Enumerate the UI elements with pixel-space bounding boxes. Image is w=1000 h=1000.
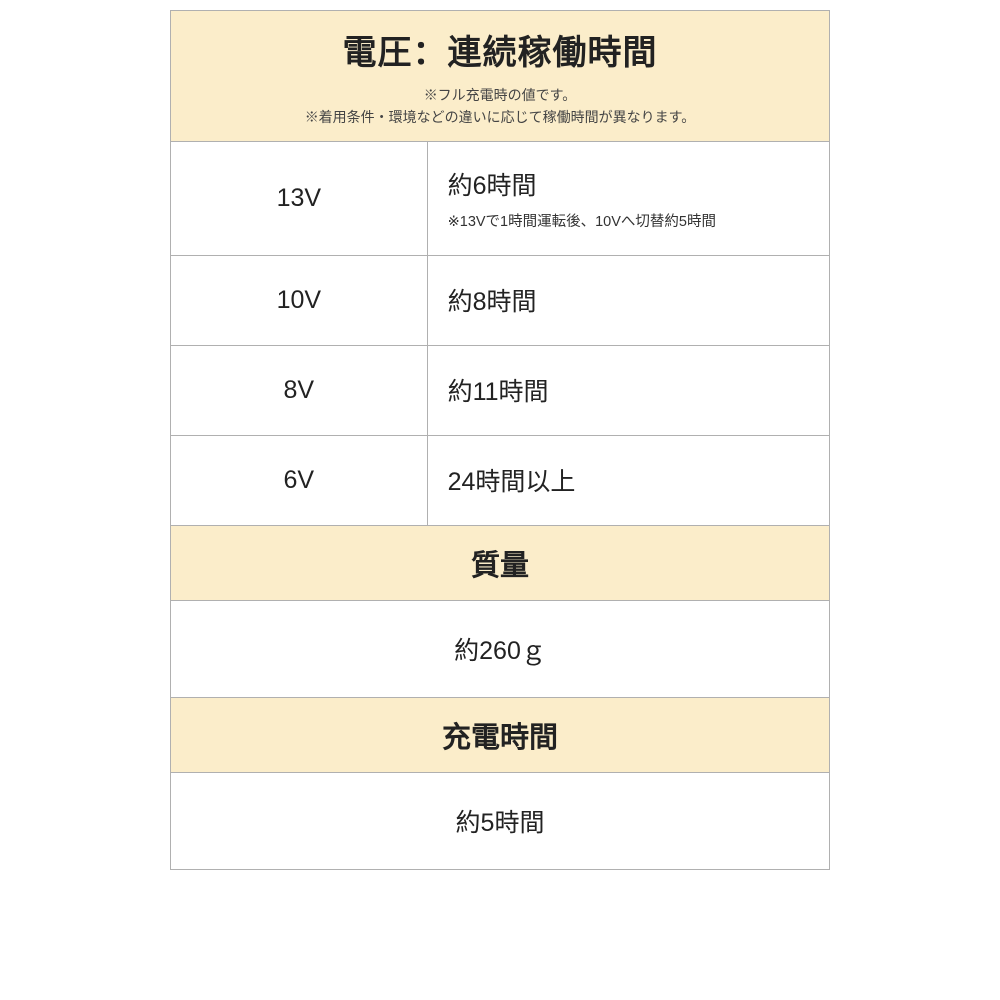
runtime-value: 約8時間 [448,282,809,318]
table-row: 13V 約6時間 ※13Vで1時間運転後、10Vへ切替約5時間 [171,141,829,255]
voltage-title: 電圧：連続稼働時間 [181,25,819,74]
runtime-value: 約6時間 [448,166,809,202]
runtime-cell: 24時間以上 [428,436,829,525]
voltage-note-1: ※フル充電時の値です。 [181,84,819,106]
table-row: 10V 約8時間 [171,255,829,345]
voltage-cell: 10V [171,256,428,345]
runtime-value: 24時間以上 [448,462,809,498]
runtime-cell: 約8時間 [428,256,829,345]
runtime-subnote: ※13Vで1時間運転後、10Vへ切替約5時間 [448,210,809,231]
runtime-value: 約11時間 [448,372,809,408]
runtime-cell: 約11時間 [428,346,829,435]
voltage-cell: 6V [171,436,428,525]
voltage-note-2: ※着用条件・環境などの違いに応じて稼働時間が異なります。 [181,106,819,128]
voltage-cell: 8V [171,346,428,435]
voltage-cell: 13V [171,142,428,255]
charge-value: 約5時間 [171,772,829,869]
spec-table: 電圧：連続稼働時間 ※フル充電時の値です。 ※着用条件・環境などの違いに応じて稼… [170,10,830,870]
table-row: 6V 24時間以上 [171,435,829,525]
mass-value: 約260ｇ [171,600,829,697]
mass-header: 質量 [171,525,829,600]
voltage-header: 電圧：連続稼働時間 ※フル充電時の値です。 ※着用条件・環境などの違いに応じて稼… [171,11,829,141]
runtime-cell: 約6時間 ※13Vで1時間運転後、10Vへ切替約5時間 [428,142,829,255]
table-row: 8V 約11時間 [171,345,829,435]
charge-header: 充電時間 [171,697,829,772]
